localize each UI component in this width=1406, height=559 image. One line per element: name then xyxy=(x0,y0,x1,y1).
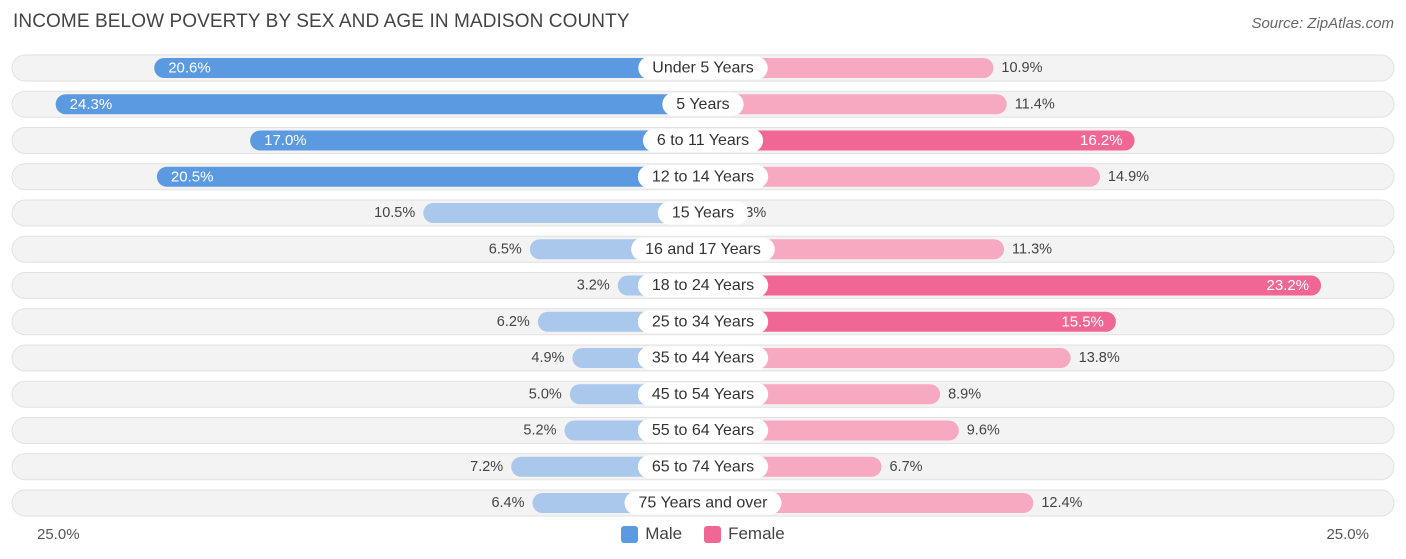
category-pill xyxy=(637,310,769,334)
value-label-male: 20.5% xyxy=(171,168,214,185)
category-pill xyxy=(637,346,769,370)
value-label-male: 10.5% xyxy=(374,205,415,221)
category-label: 65 to 74 Years xyxy=(652,458,754,475)
bar-female xyxy=(703,311,1116,332)
legend-swatch-female xyxy=(704,525,722,543)
source-credit: Source: ZipAtlas.com xyxy=(1251,15,1394,32)
bar-female xyxy=(703,348,1071,368)
legend-swatch-male xyxy=(621,525,639,543)
value-label-male: 4.9% xyxy=(531,350,564,366)
category-label: 16 and 17 Years xyxy=(645,241,761,258)
bar-male xyxy=(55,94,703,115)
category-label: 15 Years xyxy=(672,205,734,222)
value-label-female: 6.7% xyxy=(889,459,922,475)
category-label: 18 to 24 Years xyxy=(652,277,754,294)
category-label: 45 to 54 Years xyxy=(652,386,754,403)
legend-label-male: Male xyxy=(645,524,683,543)
bar-male xyxy=(423,203,703,223)
bar-female xyxy=(703,239,1005,260)
category-label: 6 to 11 Years xyxy=(657,132,749,149)
value-label-female: 13.8% xyxy=(1079,350,1120,366)
value-label-female: 23.2% xyxy=(1267,277,1310,294)
category-pill xyxy=(638,56,768,80)
chart-canvas: 20.6% 10.9% Under 5 Years 24.3% 11.4% 5 Years… xyxy=(11,54,1395,517)
axis-label-right: 25.0% xyxy=(1326,526,1369,543)
value-label-male: 17.0% xyxy=(264,132,307,149)
bar-female xyxy=(703,166,1100,187)
category-pill xyxy=(637,419,769,442)
bar-female xyxy=(703,275,1322,296)
bar-female xyxy=(703,493,1034,513)
bar-male xyxy=(156,166,703,187)
bar-female xyxy=(703,58,994,78)
value-label-female: 10.9% xyxy=(1001,60,1042,76)
category-label: 75 Years and over xyxy=(639,495,769,512)
legend-item-male: Male xyxy=(621,524,682,544)
category-label: 12 to 14 Years xyxy=(652,168,754,185)
category-pill xyxy=(642,129,764,152)
category-pill xyxy=(631,237,775,261)
category-pill xyxy=(624,491,782,515)
value-label-male: 24.3% xyxy=(70,96,113,113)
value-label-female: 12.4% xyxy=(1041,495,1082,511)
category-label: Under 5 Years xyxy=(652,60,753,77)
axis-label-left: 25.0% xyxy=(37,526,80,543)
value-label-female: 16.2% xyxy=(1080,132,1123,149)
value-label-female: 14.9% xyxy=(1108,169,1149,185)
legend: Male Female xyxy=(0,524,1406,544)
value-label-female: 11.4% xyxy=(1015,96,1055,112)
category-pill xyxy=(637,165,769,189)
value-label-male: 6.5% xyxy=(489,241,522,257)
value-label-female: 11.3% xyxy=(1012,241,1052,257)
value-label-male: 6.4% xyxy=(491,495,524,511)
category-pill xyxy=(637,382,769,406)
chart-title: INCOME BELOW POVERTY BY SEX AND AGE IN M… xyxy=(13,11,630,32)
bar-male xyxy=(250,130,703,151)
value-label-male: 3.2% xyxy=(577,278,610,294)
value-label-male: 7.2% xyxy=(470,459,503,475)
category-pill xyxy=(637,455,769,479)
legend-item-female: Female xyxy=(704,524,785,544)
value-label-female: 9.6% xyxy=(967,423,1000,439)
value-label-female: 15.5% xyxy=(1061,313,1104,330)
category-pill xyxy=(657,201,749,225)
bar-female xyxy=(703,94,1007,115)
value-label-female: 8.9% xyxy=(948,386,981,402)
bar-male xyxy=(154,58,703,78)
category-label: 35 to 44 Years xyxy=(652,350,754,367)
legend-label-female: Female xyxy=(728,524,785,543)
category-label: 55 to 64 Years xyxy=(652,422,754,439)
value-label-male: 20.6% xyxy=(168,60,211,77)
value-label-male: 6.2% xyxy=(497,314,530,330)
value-label-male: 5.2% xyxy=(523,423,556,439)
bar-female xyxy=(703,130,1135,151)
category-pill xyxy=(662,92,744,116)
category-pill xyxy=(637,274,769,297)
category-label: 5 Years xyxy=(676,96,729,113)
category-label: 25 to 34 Years xyxy=(652,313,754,330)
value-label-male: 5.0% xyxy=(529,386,562,402)
